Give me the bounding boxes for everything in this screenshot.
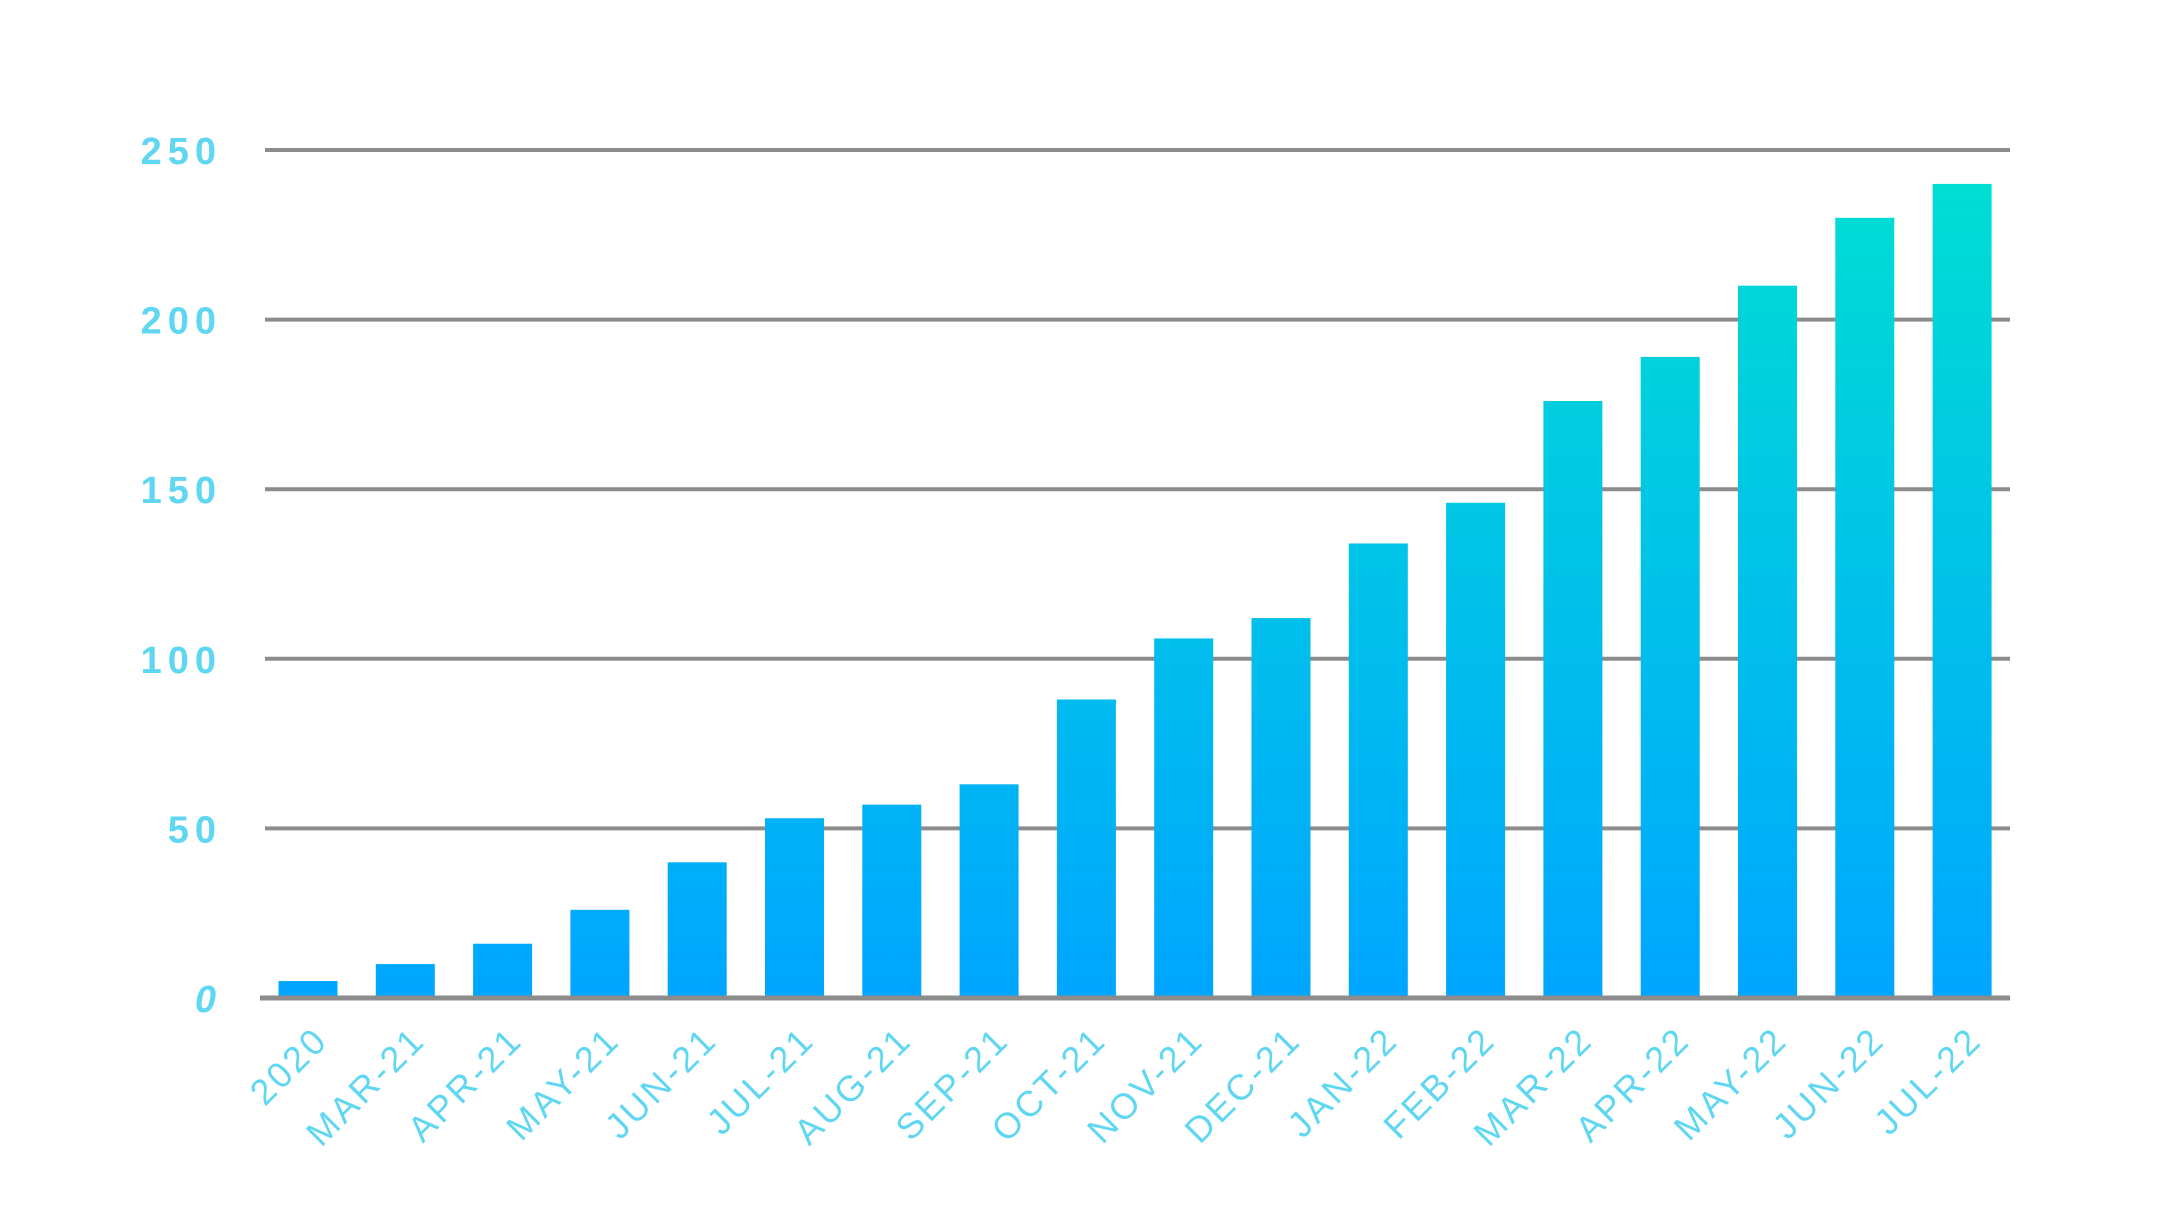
y-tick-label-0: 0 xyxy=(195,979,222,1021)
x-axis-tick-labels: 2020MAR-21APR-21MAY-21JUN-21JUL-21AUG-21… xyxy=(242,1019,1990,1154)
bars xyxy=(278,183,1992,999)
bar-jun-21 xyxy=(667,862,727,998)
x-tick-label-2020: 2020 xyxy=(242,1019,336,1113)
bar-may-21 xyxy=(570,909,630,998)
bar-apr-22 xyxy=(1640,356,1700,998)
bar-jun-22 xyxy=(1835,217,1895,999)
bar-jul-22 xyxy=(1932,183,1992,999)
bar-mar-22 xyxy=(1543,401,1603,998)
bar-apr-21 xyxy=(473,943,533,998)
y-axis-tick-labels: 0 50 100 150 200 250 xyxy=(141,131,222,1021)
bar-nov-21 xyxy=(1154,638,1214,998)
bar-sep-21 xyxy=(959,784,1019,998)
y-tick-label-150: 150 xyxy=(141,470,222,512)
bar-may-22 xyxy=(1738,285,1797,998)
bar-feb-22 xyxy=(1446,502,1506,998)
x-tick-label-jul-22: JUL-22 xyxy=(1866,1019,1990,1143)
y-tick-label-200: 200 xyxy=(141,301,222,343)
bar-mar-21 xyxy=(375,964,435,998)
bar-jan-22 xyxy=(1348,543,1408,998)
bar-2020 xyxy=(278,981,338,998)
y-tick-label-50: 50 xyxy=(168,809,222,851)
bar-aug-21 xyxy=(862,804,922,998)
y-tick-label-250: 250 xyxy=(141,131,222,173)
bar-jul-21 xyxy=(765,818,824,998)
bar-oct-21 xyxy=(1056,699,1116,998)
bar-dec-21 xyxy=(1251,618,1311,998)
y-tick-label-100: 100 xyxy=(141,640,222,682)
gridlines xyxy=(265,148,2010,831)
